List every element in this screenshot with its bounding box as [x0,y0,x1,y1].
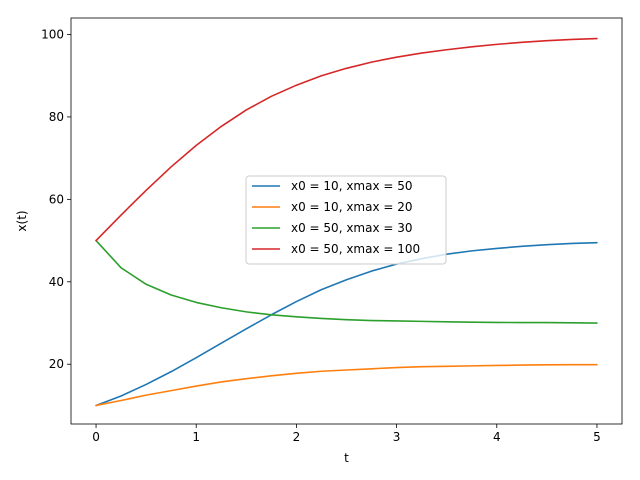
axes-frame [70,17,623,425]
y-axis-title: x(t) [15,210,29,231]
series-line-4 [95,37,598,242]
x-axis-title: t [344,451,349,465]
legend-box [245,175,447,265]
series-line-1 [95,241,598,407]
x-tick-label: 1 [192,430,200,444]
x-tick-label: 0 [92,430,100,444]
legend-label-3: x0 = 50, xmax = 30 [291,221,413,235]
y-tick-label: 80 [49,110,64,124]
x-tick-label: 5 [593,430,601,444]
series-line-2 [95,363,598,407]
y-tick-label: 40 [49,275,64,289]
y-tick-label: 20 [49,357,64,371]
y-tick-label: 60 [49,192,64,206]
y-tick-label: 100 [41,27,64,41]
plot-area: 0 1 2 3 4 5 20 40 60 80 100 [41,17,623,444]
x-tick-label: 3 [393,430,401,444]
legend-label-2: x0 = 10, xmax = 20 [291,200,413,214]
x-tick-label: 4 [493,430,501,444]
legend-label-1: x0 = 10, xmax = 50 [291,179,413,193]
x-tick-label: 2 [293,430,301,444]
series-line-3 [95,239,598,324]
legend: x0 = 10, xmax = 50 x0 = 10, xmax = 20 x0 =… [245,175,447,265]
legend-label-4: x0 = 50, xmax = 100 [291,242,420,256]
